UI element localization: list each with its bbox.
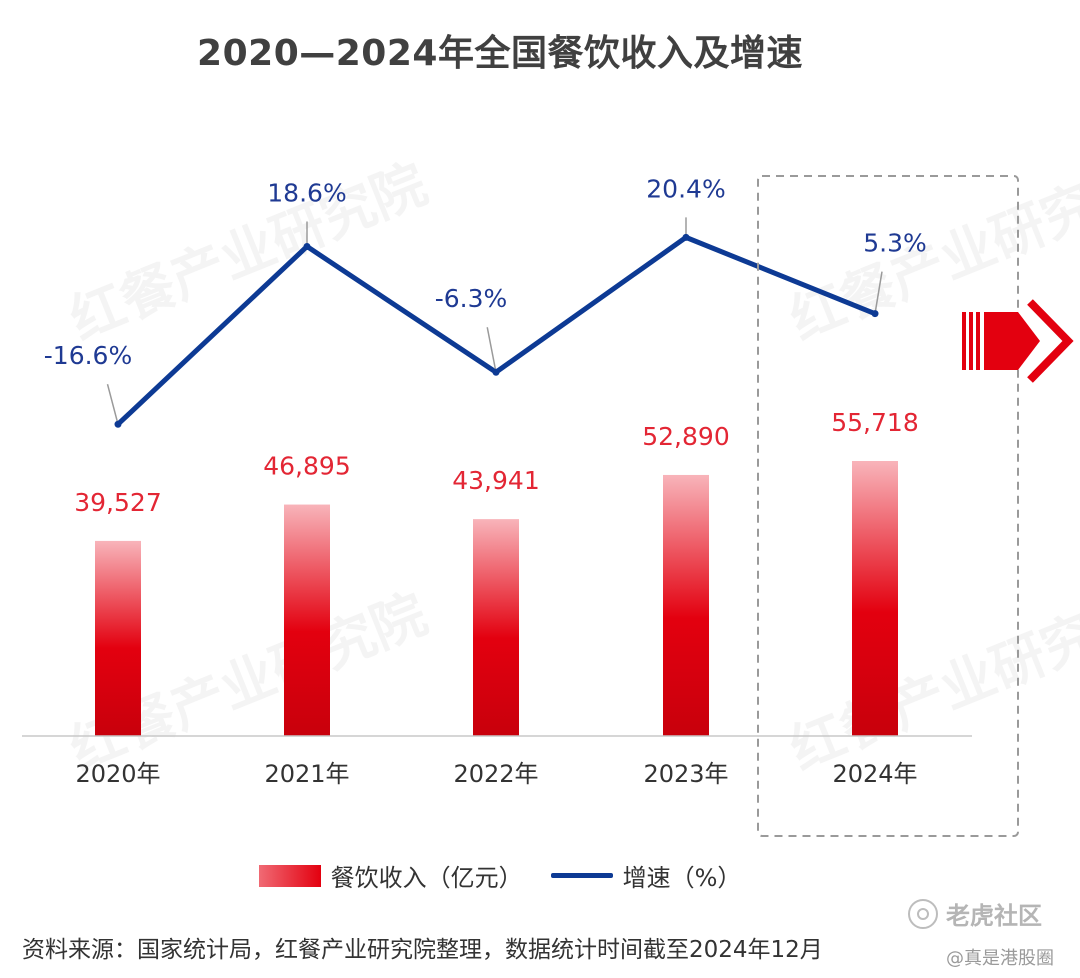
growth-point bbox=[303, 242, 311, 250]
legend-item-growth: 增速（%） bbox=[550, 858, 742, 893]
x-tick-label: 2024年 bbox=[832, 760, 917, 788]
bar-value-label: 55,718 bbox=[831, 408, 918, 437]
growth-value-label: 20.4% bbox=[646, 174, 725, 203]
brand-watermark-text: 红餐产业研究院 bbox=[781, 152, 1080, 352]
legend-item-revenue: 餐饮收入（亿元） bbox=[258, 858, 523, 893]
x-tick-label: 2021年 bbox=[264, 760, 349, 788]
legend-label-growth: 增速（%） bbox=[622, 864, 742, 892]
growth-point bbox=[114, 420, 122, 428]
bar-value-label: 39,527 bbox=[74, 488, 161, 517]
highlight-box-2024 bbox=[757, 175, 1019, 837]
line-series bbox=[106, 217, 883, 428]
legend-line-swatch bbox=[550, 873, 613, 878]
leader-line bbox=[486, 327, 497, 373]
growth-point bbox=[682, 233, 690, 241]
brand-watermark-text: 红餐产业研究院 bbox=[781, 582, 1080, 782]
watermark-handle: @真是港股圈 bbox=[946, 948, 1054, 969]
leader-line bbox=[106, 384, 119, 425]
brand-watermark-text: 红餐产业研究院 bbox=[61, 152, 435, 352]
legend-bar-swatch bbox=[258, 864, 321, 887]
chart-title: 2020—2024年全国餐饮收入及增速 bbox=[197, 33, 803, 74]
bar-series bbox=[95, 461, 898, 736]
source-note: 资料来源：国家统计局，红餐产业研究院整理，数据统计时间截至2024年12月 bbox=[22, 937, 823, 963]
x-tick-label: 2022年 bbox=[453, 760, 538, 788]
bar-value-label: 46,895 bbox=[263, 452, 350, 481]
site-watermark-text: 老虎社区 bbox=[946, 902, 1042, 930]
growth-point bbox=[871, 310, 879, 318]
site-watermark: 老虎社区 bbox=[908, 896, 1042, 931]
growth-value-label: -6.3% bbox=[435, 284, 508, 313]
bar-value-label: 52,890 bbox=[642, 422, 729, 451]
bar-2024年 bbox=[852, 461, 898, 736]
red-arrow-icon bbox=[962, 299, 1074, 383]
bar-2020年 bbox=[95, 540, 141, 736]
growth-point bbox=[492, 368, 500, 376]
x-tick-label: 2023年 bbox=[643, 760, 728, 788]
bar-2021年 bbox=[284, 504, 330, 736]
legend: 餐饮收入（亿元） 增速（%） bbox=[0, 858, 1000, 893]
bar-2022年 bbox=[473, 519, 519, 736]
data-labels: 39,527 2020年 46,895 2021年 43,941 2022年 52,890 2… bbox=[44, 174, 927, 788]
tiger-logo-icon bbox=[908, 898, 938, 929]
growth-value-label: -16.6% bbox=[44, 341, 132, 370]
bar-value-label: 43,941 bbox=[452, 466, 539, 495]
legend-label-revenue: 餐饮收入（亿元） bbox=[330, 864, 523, 892]
x-tick-label: 2020年 bbox=[75, 760, 160, 788]
decorations bbox=[757, 175, 1074, 837]
bar-2023年 bbox=[663, 474, 709, 736]
leader-line bbox=[874, 271, 883, 314]
growth-value-label: 5.3% bbox=[863, 229, 927, 258]
growth-value-label: 18.6% bbox=[267, 178, 346, 207]
